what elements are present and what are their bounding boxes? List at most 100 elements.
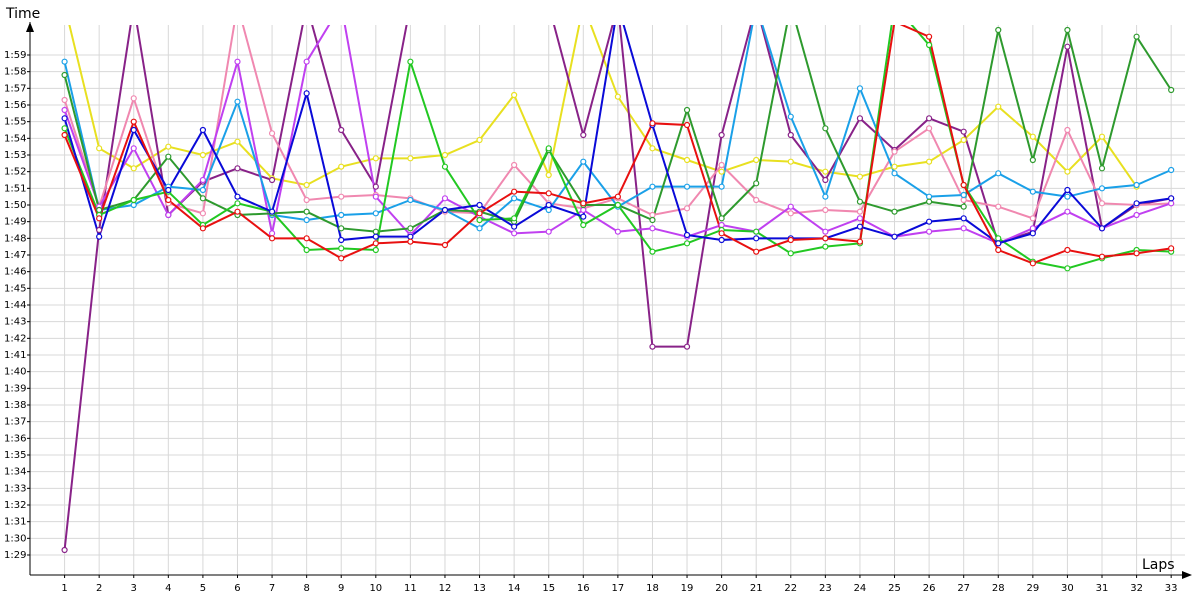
data-point bbox=[787, 250, 794, 257]
data-point bbox=[683, 156, 691, 164]
data-point bbox=[304, 3, 309, 8]
data-point bbox=[338, 225, 345, 232]
x-tick-label: 17 bbox=[612, 583, 625, 594]
data-point bbox=[199, 126, 207, 134]
data-point bbox=[476, 216, 483, 224]
y-tick-label: 1:41 bbox=[4, 350, 26, 361]
x-tick-label: 24 bbox=[854, 583, 867, 594]
data-point bbox=[960, 191, 967, 199]
data-point bbox=[683, 231, 691, 239]
data-point bbox=[787, 203, 794, 210]
data-point bbox=[1168, 195, 1175, 202]
data-point bbox=[165, 196, 172, 204]
x-tick-label: 9 bbox=[338, 583, 344, 594]
data-point bbox=[268, 235, 276, 242]
data-point bbox=[718, 230, 725, 237]
data-point bbox=[718, 221, 725, 229]
data-point bbox=[649, 211, 656, 219]
data-point bbox=[788, 3, 793, 8]
y-tick-label: 1:36 bbox=[4, 433, 26, 444]
data-point bbox=[545, 206, 552, 214]
data-point bbox=[165, 186, 172, 194]
data-point bbox=[234, 98, 241, 105]
data-point bbox=[476, 210, 483, 217]
data-point bbox=[234, 208, 241, 215]
x-tick-label: 26 bbox=[923, 583, 936, 594]
data-point bbox=[130, 201, 137, 209]
data-point bbox=[338, 163, 345, 170]
data-point bbox=[960, 225, 967, 232]
data-point bbox=[407, 225, 414, 232]
data-point bbox=[1029, 156, 1036, 164]
data-point bbox=[822, 228, 829, 235]
data-point bbox=[787, 131, 794, 139]
data-point bbox=[1064, 186, 1071, 194]
data-point bbox=[1029, 225, 1036, 232]
data-point bbox=[1168, 245, 1175, 252]
data-point bbox=[926, 33, 933, 40]
data-point bbox=[614, 93, 621, 100]
data-point bbox=[614, 193, 621, 200]
x-tick-label: 14 bbox=[508, 583, 521, 594]
data-point bbox=[441, 195, 449, 202]
data-point bbox=[891, 233, 898, 240]
x-axis-title: Laps bbox=[1142, 557, 1175, 573]
x-tick-label: 4 bbox=[165, 583, 171, 594]
data-point bbox=[580, 221, 587, 229]
data-point bbox=[199, 210, 207, 217]
data-point bbox=[199, 186, 207, 194]
data-point bbox=[441, 241, 449, 249]
data-point bbox=[960, 128, 967, 135]
data-point bbox=[130, 95, 137, 102]
data-point bbox=[441, 206, 449, 214]
data-point bbox=[1029, 230, 1036, 237]
x-tick-label: 1 bbox=[61, 583, 67, 594]
data-point bbox=[926, 158, 933, 165]
data-point bbox=[130, 165, 137, 172]
data-point bbox=[303, 181, 310, 189]
data-point bbox=[165, 153, 172, 160]
data-point bbox=[96, 215, 103, 222]
data-point bbox=[753, 248, 760, 255]
x-tick-label: 20 bbox=[715, 583, 728, 594]
data-point bbox=[372, 183, 379, 190]
data-point bbox=[960, 196, 967, 204]
data-point bbox=[476, 136, 483, 144]
data-point bbox=[338, 211, 345, 219]
data-point bbox=[649, 343, 656, 350]
y-tick-label: 1:59 bbox=[4, 50, 26, 61]
data-point bbox=[753, 196, 760, 204]
data-point bbox=[787, 113, 794, 120]
data-point bbox=[338, 245, 345, 252]
data-point bbox=[1098, 185, 1106, 192]
x-tick-label: 2 bbox=[96, 583, 102, 594]
data-point bbox=[649, 120, 656, 127]
data-point bbox=[1064, 208, 1071, 215]
data-point bbox=[718, 183, 725, 190]
data-point bbox=[754, 3, 759, 8]
data-point bbox=[199, 225, 207, 232]
data-point bbox=[1168, 200, 1175, 207]
data-point bbox=[753, 235, 760, 242]
data-point bbox=[61, 71, 68, 79]
y-tick-label: 1:35 bbox=[4, 450, 26, 461]
data-point bbox=[753, 156, 760, 164]
y-tick-label: 1:56 bbox=[4, 100, 26, 111]
x-tick-label: 25 bbox=[888, 583, 901, 594]
data-point bbox=[372, 233, 379, 240]
data-point bbox=[476, 201, 483, 209]
data-point bbox=[338, 236, 345, 244]
data-point bbox=[891, 163, 898, 170]
data-point bbox=[753, 180, 760, 187]
data-point bbox=[649, 248, 656, 255]
data-point bbox=[61, 546, 68, 554]
data-point bbox=[995, 246, 1002, 254]
data-point bbox=[61, 96, 68, 104]
data-point bbox=[856, 208, 864, 215]
data-point bbox=[372, 240, 379, 247]
data-point bbox=[372, 155, 379, 162]
data-point bbox=[683, 183, 691, 190]
data-point bbox=[856, 173, 864, 180]
data-point bbox=[1064, 193, 1071, 200]
data-point bbox=[1029, 260, 1036, 267]
